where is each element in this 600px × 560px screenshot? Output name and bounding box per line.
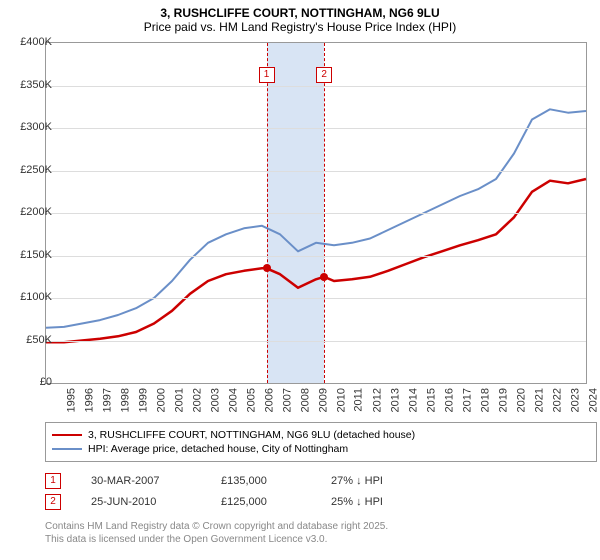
sales-table: 1 30-MAR-2007 £135,000 27% ↓ HPI 2 25-JUN-201… [45, 468, 585, 515]
legend-row: 3, RUSHCLIFFE COURT, NOTTINGHAM, NG6 9LU… [52, 429, 590, 441]
x-tick-label: 2015 [425, 388, 437, 412]
y-tick-label: £400K [20, 36, 52, 48]
sale-point-2 [320, 273, 328, 281]
gridline-h [46, 256, 586, 257]
x-tick-label: 2014 [407, 388, 419, 412]
sale-row: 2 25-JUN-2010 £125,000 25% ↓ HPI [45, 494, 585, 510]
x-tick-label: 2008 [299, 388, 311, 412]
legend-row: HPI: Average price, detached house, City… [52, 443, 590, 455]
sale-row-marker: 2 [45, 494, 61, 510]
gridline-h [46, 86, 586, 87]
footer: Contains HM Land Registry data © Crown c… [45, 520, 388, 546]
chart-container: 3, RUSHCLIFFE COURT, NOTTINGHAM, NG6 9LU… [0, 0, 600, 560]
sale-point-1 [263, 264, 271, 272]
legend-swatch [52, 448, 82, 450]
x-tick-label: 1996 [83, 388, 95, 412]
x-tick-label: 1997 [101, 388, 113, 412]
gridline-h [46, 171, 586, 172]
title-address: 3, RUSHCLIFFE COURT, NOTTINGHAM, NG6 9LU [0, 6, 600, 20]
plot-area: 12 [45, 42, 587, 384]
x-tick-label: 2018 [479, 388, 491, 412]
sale-delta: 25% ↓ HPI [331, 496, 431, 508]
y-tick-label: £0 [40, 376, 52, 388]
x-tick-label: 2007 [281, 388, 293, 412]
x-tick-label: 2023 [569, 388, 581, 412]
legend-label: HPI: Average price, detached house, City… [88, 443, 348, 455]
x-tick-label: 2012 [371, 388, 383, 412]
sale-row: 1 30-MAR-2007 £135,000 27% ↓ HPI [45, 473, 585, 489]
sale-marker-box-2: 2 [316, 67, 332, 83]
x-tick-label: 2005 [245, 388, 257, 412]
y-tick-label: £200K [20, 206, 52, 218]
gridline-h [46, 213, 586, 214]
x-tick-label: 2016 [443, 388, 455, 412]
legend-swatch [52, 434, 82, 436]
sale-date: 25-JUN-2010 [91, 496, 191, 508]
footer-line1: Contains HM Land Registry data © Crown c… [45, 520, 388, 533]
x-tick-label: 2011 [353, 388, 365, 412]
x-tick-label: 2024 [587, 388, 599, 412]
y-tick-label: £350K [20, 79, 52, 91]
x-tick-label: 2009 [317, 388, 329, 412]
sale-price: £125,000 [221, 496, 301, 508]
x-tick-label: 2001 [173, 388, 185, 412]
title-subtitle: Price paid vs. HM Land Registry's House … [0, 20, 600, 34]
sale-price: £135,000 [221, 475, 301, 487]
x-tick-label: 2020 [515, 388, 527, 412]
y-tick-label: £250K [20, 164, 52, 176]
x-tick-label: 1998 [119, 388, 131, 412]
legend-box: 3, RUSHCLIFFE COURT, NOTTINGHAM, NG6 9LU… [45, 422, 597, 462]
series-hpi [46, 109, 586, 327]
sale-marker-box-1: 1 [259, 67, 275, 83]
gridline-h [46, 298, 586, 299]
x-tick-label: 2004 [227, 388, 239, 412]
x-tick-label: 2021 [533, 388, 545, 412]
x-tick-label: 1999 [137, 388, 149, 412]
title-block: 3, RUSHCLIFFE COURT, NOTTINGHAM, NG6 9LU… [0, 0, 600, 38]
y-tick-label: £300K [20, 121, 52, 133]
sale-date: 30-MAR-2007 [91, 475, 191, 487]
y-tick-label: £100K [20, 291, 52, 303]
footer-line2: This data is licensed under the Open Gov… [45, 533, 388, 546]
x-tick-label: 2003 [209, 388, 221, 412]
x-tick-label: 2013 [389, 388, 401, 412]
x-tick-label: 2006 [263, 388, 275, 412]
x-tick-label: 2019 [497, 388, 509, 412]
sale-row-marker: 1 [45, 473, 61, 489]
gridline-h [46, 341, 586, 342]
sale-delta: 27% ↓ HPI [331, 475, 431, 487]
x-tick-label: 2010 [335, 388, 347, 412]
x-tick-label: 2000 [155, 388, 167, 412]
x-tick-label: 2022 [551, 388, 563, 412]
gridline-h [46, 128, 586, 129]
x-tick-label: 1995 [65, 388, 77, 412]
x-tick-label: 2017 [461, 388, 473, 412]
legend-label: 3, RUSHCLIFFE COURT, NOTTINGHAM, NG6 9LU… [88, 429, 415, 441]
y-tick-label: £50K [26, 334, 52, 346]
series-price_paid [46, 179, 586, 342]
x-tick-label: 2002 [191, 388, 203, 412]
y-tick-label: £150K [20, 249, 52, 261]
